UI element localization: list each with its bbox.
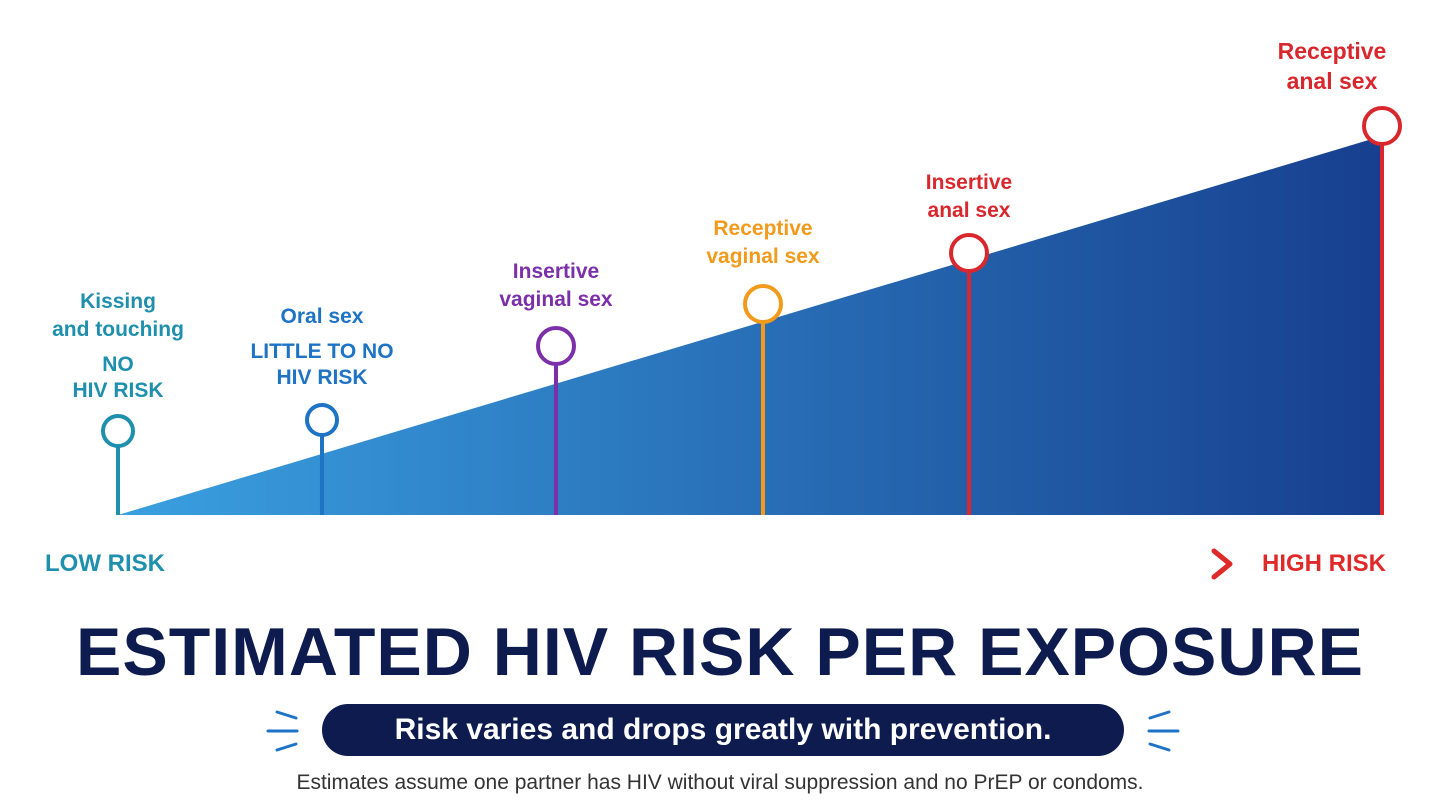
marker-label: Receptive anal sex xyxy=(1202,36,1440,96)
marker-title-line: anal sex xyxy=(927,199,1011,222)
risk-wedge xyxy=(118,136,1382,515)
marker-circle xyxy=(305,403,339,437)
marker-pin xyxy=(1362,106,1402,515)
low-risk-label: LOW RISK xyxy=(45,550,165,577)
marker-circle xyxy=(1362,106,1402,146)
marker-title-line: Receptive xyxy=(1277,38,1387,64)
marker-risk-note: HIV RISK xyxy=(72,379,164,402)
marker-risk-note: LITTLE TO NO xyxy=(250,340,394,363)
marker-title-line: vaginal sex xyxy=(706,245,820,268)
marker-risk-note: HIV RISK xyxy=(276,366,368,389)
marker-circle xyxy=(101,414,135,448)
marker-title-line: Oral sex xyxy=(280,305,364,328)
tagline-pill: Risk varies and drops greatly with preve… xyxy=(322,704,1124,756)
marker-label: Receptive vaginal sex xyxy=(633,215,893,271)
marker-title-line: Receptive xyxy=(713,217,813,240)
tagline-accent-right xyxy=(1147,710,1180,752)
marker-label: Insertive vaginal sex xyxy=(426,258,686,314)
marker-title-line: vaginal sex xyxy=(499,288,613,311)
marker-label: Oral sex LITTLE TO NO HIV RISK xyxy=(192,303,452,391)
marker-title-line: Kissing xyxy=(80,290,156,313)
footnote: Estimates assume one partner has HIV wit… xyxy=(296,771,1144,794)
page-title: ESTIMATED HIV RISK PER EXPOSURE xyxy=(76,614,1364,690)
marker-title-line: Insertive xyxy=(925,171,1013,194)
marker-circle xyxy=(536,326,576,366)
marker-pin xyxy=(536,326,576,515)
marker-risk-note: NO xyxy=(102,353,134,376)
risk-scale-arrow xyxy=(189,548,1233,580)
marker-title-line: and touching xyxy=(52,318,184,341)
marker-circle xyxy=(743,284,783,324)
marker-label: Kissing and touching NO HIV RISK xyxy=(0,288,248,404)
marker-pin xyxy=(305,403,339,515)
marker-layer xyxy=(101,106,1402,515)
marker-circle xyxy=(949,233,989,273)
tagline-accent-left xyxy=(266,710,299,752)
marker-pin xyxy=(949,233,989,515)
marker-label: Insertive anal sex xyxy=(839,169,1099,225)
marker-title-line: anal sex xyxy=(1286,68,1378,94)
marker-pin xyxy=(101,414,135,515)
marker-pin xyxy=(743,284,783,515)
marker-title-line: Insertive xyxy=(512,260,600,283)
high-risk-label: HIGH RISK xyxy=(1261,550,1386,577)
label-spacer xyxy=(192,331,452,339)
